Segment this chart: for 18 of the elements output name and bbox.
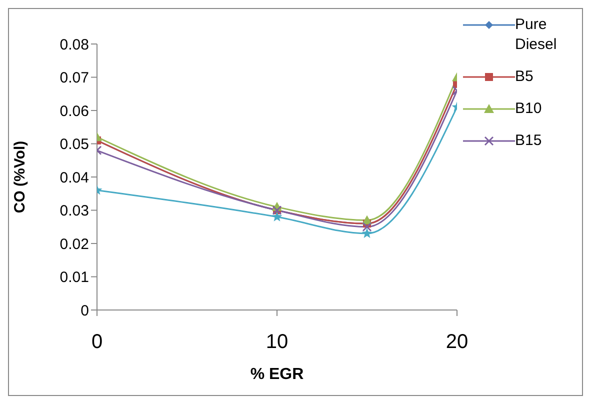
y-tick-label: 0.02 xyxy=(60,236,89,253)
y-tick-label: 0.04 xyxy=(60,169,89,186)
x-tick-label: 0 xyxy=(91,331,103,354)
legend-label: B10 xyxy=(515,99,543,119)
y-tick-label: 0.08 xyxy=(60,36,89,54)
legend-label: Pure Diesel xyxy=(515,15,558,55)
y-tick-label: 0.03 xyxy=(60,202,89,220)
y-tick-label: 0.05 xyxy=(60,136,89,154)
y-tick-label: 0 xyxy=(80,302,89,320)
x-tick-label: 20 xyxy=(446,331,468,354)
x-tick-label: 10 xyxy=(266,331,288,354)
x-axis-title: % EGR xyxy=(250,366,304,383)
y-tick-label: 0.07 xyxy=(60,70,89,87)
y-tick-label: 0.06 xyxy=(60,102,89,120)
legend-label: B5 xyxy=(515,67,534,87)
y-tick-label: 0.01 xyxy=(60,269,89,286)
legend-label: B15 xyxy=(515,131,543,151)
y-axis-title: CO (%Vol) xyxy=(11,140,28,214)
